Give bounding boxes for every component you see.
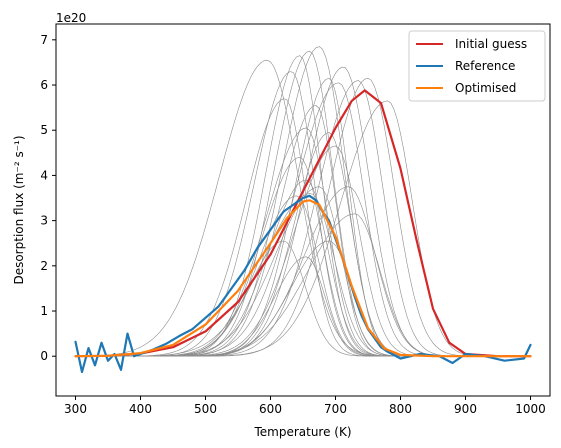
x-tick-label-1000: 1000: [515, 402, 546, 416]
y-axis-label: Desorption flux (m⁻² s⁻¹): [12, 135, 26, 284]
legend: Initial guess Reference Optimised: [408, 30, 546, 102]
y-tick-label-7: 7: [40, 33, 48, 47]
y-tick-label-4: 4: [40, 168, 48, 182]
series-lines-group: [74, 89, 532, 374]
x-tick-label-700: 700: [324, 402, 347, 416]
x-tick-label-400: 400: [129, 402, 152, 416]
y-offset-text: 1e20: [56, 11, 86, 25]
x-tick-label-900: 900: [454, 402, 477, 416]
x-axis-label: Temperature (K): [253, 425, 351, 439]
y-tick-label-6: 6: [40, 78, 48, 92]
y-tick-label-0: 0: [40, 349, 48, 363]
y-tick-label-3: 3: [40, 214, 48, 228]
legend-box: [408, 30, 546, 102]
series-line-initial-guess: [74, 89, 532, 358]
plot-area-frame: [55, 23, 551, 397]
x-tick-label-800: 800: [389, 402, 412, 416]
x-axis-ticks: 300 400 500 600 700 800 900 1000: [64, 396, 546, 416]
y-tick-label-5: 5: [40, 123, 48, 137]
y-tick-label-2: 2: [40, 259, 48, 273]
x-tick-label-300: 300: [64, 402, 87, 416]
x-tick-label-500: 500: [194, 402, 217, 416]
y-tick-label-1: 1: [40, 304, 48, 318]
legend-label-reference: Reference: [455, 59, 515, 73]
y-axis-ticks: 0 1 2 3 4 5 6 7: [40, 33, 56, 363]
legend-label-initial-guess: Initial guess: [455, 37, 527, 51]
x-tick-label-600: 600: [259, 402, 282, 416]
legend-label-optimised: Optimised: [455, 81, 516, 95]
series-line-optimised: [74, 199, 532, 358]
